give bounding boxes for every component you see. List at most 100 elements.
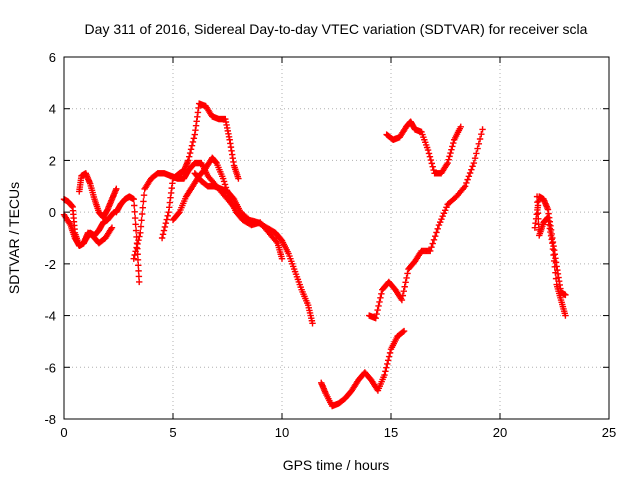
data-point xyxy=(278,255,286,262)
data-point xyxy=(186,149,194,157)
data-point xyxy=(461,183,469,190)
data-point xyxy=(162,220,170,227)
data-point xyxy=(434,225,441,232)
data-point xyxy=(478,131,485,138)
data-point xyxy=(465,173,473,180)
y-tick-label: -6 xyxy=(44,360,56,375)
data-point xyxy=(138,217,145,224)
data-point xyxy=(219,175,227,182)
data-point xyxy=(158,234,166,242)
data-point xyxy=(562,312,569,319)
data-point xyxy=(132,221,139,228)
data-point xyxy=(187,146,195,153)
data-point xyxy=(457,123,464,131)
data-point xyxy=(108,224,116,231)
data-point xyxy=(438,215,445,223)
series-arc12 xyxy=(533,193,569,319)
data-point xyxy=(437,218,444,226)
data-point xyxy=(372,314,379,322)
data-point xyxy=(374,306,381,314)
data-point xyxy=(473,150,480,157)
data-point xyxy=(135,267,142,275)
data-point xyxy=(433,229,440,236)
series-arc9 xyxy=(318,327,408,410)
data-point xyxy=(133,244,140,251)
data-point xyxy=(447,149,454,157)
data-point xyxy=(439,213,446,220)
data-point xyxy=(403,274,410,282)
data-point xyxy=(137,223,145,230)
y-tick-label: -8 xyxy=(44,412,56,427)
y-tick-label: 2 xyxy=(49,153,56,168)
data-point xyxy=(400,287,407,295)
data-point xyxy=(443,204,450,211)
plot-frame xyxy=(63,56,610,420)
data-point xyxy=(425,150,433,157)
data-point xyxy=(131,202,138,209)
data-point xyxy=(136,233,143,240)
data-point xyxy=(131,214,139,222)
data-point xyxy=(385,353,393,360)
data-point xyxy=(375,302,382,310)
data-point xyxy=(429,163,436,170)
y-tick-label: 6 xyxy=(49,50,56,65)
data-point xyxy=(399,328,407,336)
data-point xyxy=(160,227,168,234)
y-axis-label: SDTVAR / TECUs xyxy=(6,182,22,294)
data-point xyxy=(185,157,192,164)
x-tick-label: 5 xyxy=(169,425,176,440)
data-point xyxy=(432,232,439,240)
data-point xyxy=(164,212,171,220)
data-point xyxy=(424,146,432,154)
data-point xyxy=(221,181,229,188)
series-arc13 xyxy=(531,193,569,299)
data-point xyxy=(426,153,434,160)
data-point xyxy=(383,364,390,371)
x-tick-label: 15 xyxy=(384,425,398,440)
data-point xyxy=(130,255,137,262)
axis-ticks: 0 5 10 15 20 25 -8 -6 -4 -2 0 2 4 6 xyxy=(44,50,616,440)
y-tick-label: -4 xyxy=(44,309,56,324)
data-point xyxy=(132,248,139,255)
series-arc10 xyxy=(366,126,486,322)
data-point xyxy=(135,273,143,280)
data-point xyxy=(445,156,452,163)
data-point xyxy=(135,237,142,244)
data-point xyxy=(382,368,389,375)
x-axis-label: GPS time / hours xyxy=(283,457,390,473)
data-point xyxy=(401,283,408,290)
data-point xyxy=(449,143,456,150)
data-point xyxy=(386,349,394,357)
x-tick-label: 25 xyxy=(602,425,616,440)
data-point xyxy=(441,207,449,214)
y-tick-label: 4 xyxy=(49,102,56,117)
data-point xyxy=(175,210,182,217)
data-point xyxy=(471,155,479,162)
series-arc2 xyxy=(60,196,118,249)
data-point xyxy=(428,160,435,167)
data-point xyxy=(427,156,435,164)
data-point xyxy=(159,231,167,238)
x-tick-label: 10 xyxy=(275,425,289,440)
data-point xyxy=(562,291,569,299)
data-point xyxy=(474,145,481,152)
data-point xyxy=(435,221,443,229)
data-point xyxy=(139,204,146,211)
data-point xyxy=(381,371,388,379)
data-point xyxy=(466,169,474,177)
series-arc3 xyxy=(76,170,120,221)
data-point xyxy=(140,198,147,205)
data-points xyxy=(60,100,569,410)
data-point xyxy=(463,179,470,187)
series-arc8 xyxy=(191,170,316,327)
data-point xyxy=(475,140,483,148)
y-tick-label: 0 xyxy=(49,205,56,220)
data-point xyxy=(373,310,380,318)
data-point xyxy=(402,279,409,286)
data-point xyxy=(468,166,475,173)
data-point xyxy=(135,262,142,269)
chart-title: Day 311 of 2016, Sidereal Day-to-day VTE… xyxy=(85,21,588,37)
x-tick-label: 0 xyxy=(60,425,67,440)
data-point xyxy=(140,191,148,199)
data-point xyxy=(137,229,144,237)
